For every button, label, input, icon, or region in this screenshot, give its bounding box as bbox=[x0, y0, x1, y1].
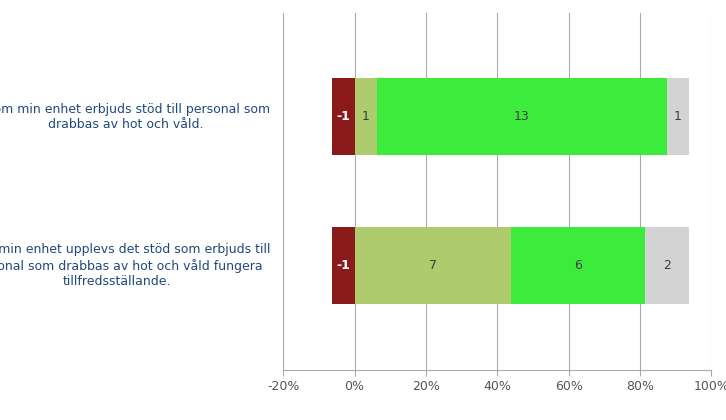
Bar bbox=[333, 78, 354, 155]
Bar bbox=[354, 78, 377, 155]
Bar bbox=[667, 78, 689, 155]
Text: 7: 7 bbox=[428, 259, 436, 272]
Bar bbox=[333, 227, 354, 304]
Text: Inom min enhet erbjuds stöd till personal som
drabbas av hot och våld.: Inom min enhet erbjuds stöd till persona… bbox=[0, 103, 270, 131]
Text: -1: -1 bbox=[336, 110, 351, 123]
Text: 6: 6 bbox=[574, 259, 582, 272]
Bar bbox=[354, 227, 510, 304]
Bar bbox=[510, 227, 645, 304]
Text: 1: 1 bbox=[674, 110, 682, 123]
Bar bbox=[377, 78, 667, 155]
Text: 13: 13 bbox=[514, 110, 530, 123]
Bar bbox=[645, 227, 689, 304]
Text: 1: 1 bbox=[362, 110, 370, 123]
Text: -1: -1 bbox=[336, 259, 351, 272]
Text: 2: 2 bbox=[663, 259, 671, 272]
Text: Inom min enhet upplevs det stöd som erbjuds till
personal som drabbas av hot och: Inom min enhet upplevs det stöd som erbj… bbox=[0, 244, 270, 288]
